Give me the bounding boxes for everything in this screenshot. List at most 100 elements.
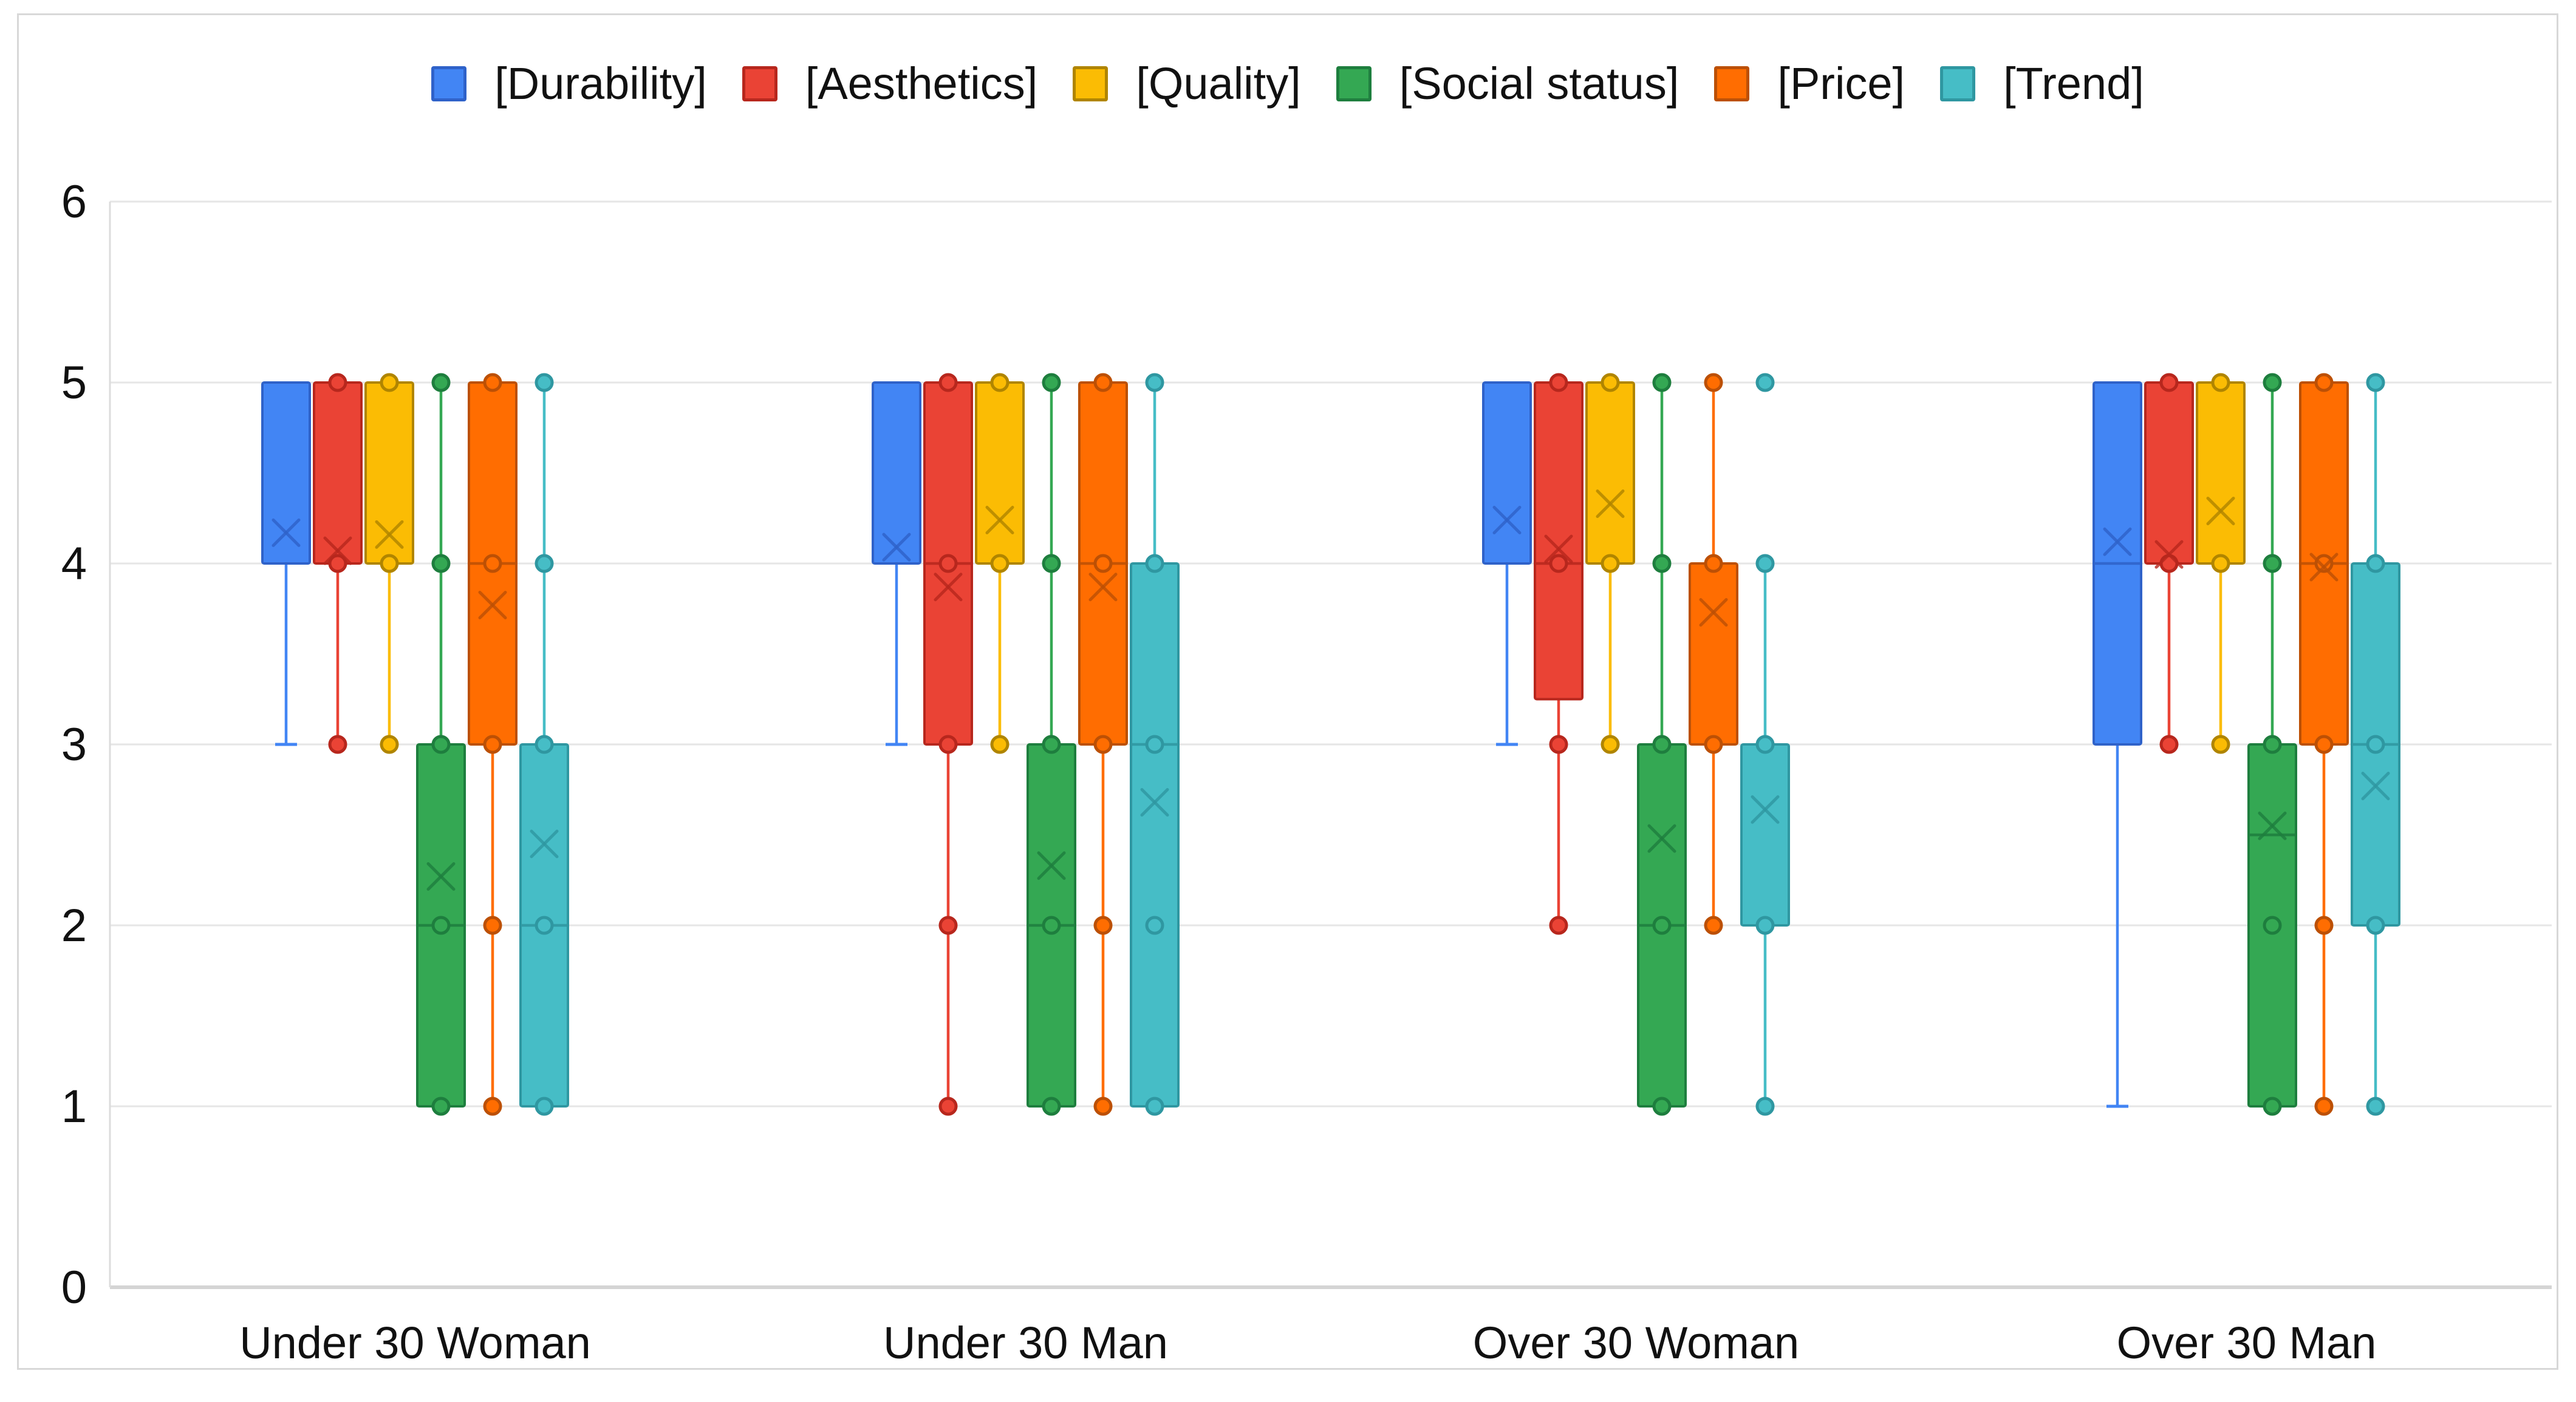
quality-under-30-woman-point-4 bbox=[380, 554, 399, 573]
social-status-over-30-man-point-2 bbox=[2263, 916, 2282, 935]
x-category-label-over-30-man: Over 30 Man bbox=[2117, 1318, 2377, 1368]
price-under-30-man-point-2 bbox=[1093, 916, 1113, 935]
quality-over-30-man-mean-marker bbox=[2206, 497, 2235, 526]
aesthetics-over-30-man-mean-marker bbox=[2154, 540, 2184, 569]
price-over-30-woman-mean-marker bbox=[1699, 597, 1728, 627]
social-status-over-30-woman-point-3 bbox=[1652, 735, 1672, 754]
price-under-30-woman-point-5 bbox=[483, 373, 502, 392]
quality-over-30-woman-point-5 bbox=[1601, 373, 1620, 392]
boxplot-canvas: 0 1 2 3 4 5 6 Under 30 Woman Under 30 Man Over 30… bbox=[61, 176, 2552, 1368]
y-axis-tick-label-5: 5 bbox=[61, 357, 87, 409]
aesthetics-over-30-woman-box bbox=[1534, 381, 1584, 701]
trend-over-30-woman-point-4 bbox=[1755, 554, 1775, 573]
social-status-over-30-man-point-5 bbox=[2263, 373, 2282, 392]
durability-under-30-woman-mean-marker bbox=[272, 518, 301, 547]
trend-over-30-man-point-1 bbox=[2366, 1097, 2385, 1116]
quality-over-30-woman-point-3 bbox=[1601, 735, 1620, 754]
trend-over-30-man-point-5 bbox=[2366, 373, 2385, 392]
quality-over-30-man-box bbox=[2196, 381, 2246, 565]
aesthetics-under-30-woman-mean-marker bbox=[323, 536, 352, 565]
y-axis-tick-label-1: 1 bbox=[61, 1081, 87, 1132]
legend-item-trend: [Trend] bbox=[1940, 58, 2144, 109]
social-status-under-30-man-point-3 bbox=[1042, 735, 1061, 754]
price-under-30-woman-point-4 bbox=[483, 554, 502, 573]
quality-under-30-woman-mean-marker bbox=[375, 520, 404, 549]
aesthetics-over-30-woman-point-5 bbox=[1549, 373, 1568, 392]
price-over-30-woman-point-5 bbox=[1704, 373, 1723, 392]
price-over-30-woman-point-4 bbox=[1704, 554, 1723, 573]
aesthetics-under-30-man-point-4 bbox=[938, 554, 958, 573]
y-axis-tick-label-3: 3 bbox=[61, 719, 87, 771]
trend-over-30-man-point-4 bbox=[2366, 554, 2385, 573]
quality-over-30-woman-mean-marker bbox=[1596, 489, 1625, 519]
quality-over-30-man-point-3 bbox=[2211, 735, 2230, 754]
legend-label-trend: [Trend] bbox=[2003, 58, 2144, 109]
price-under-30-woman-point-1 bbox=[483, 1097, 502, 1116]
legend-swatch-aesthetics-icon bbox=[742, 66, 777, 101]
price-over-30-woman-point-2 bbox=[1704, 916, 1723, 935]
aesthetics-over-30-man-box bbox=[2144, 381, 2194, 565]
price-under-30-man-mean-marker bbox=[1088, 573, 1118, 602]
trend-under-30-woman-point-4 bbox=[535, 554, 554, 573]
trend-under-30-man-mean-marker bbox=[1140, 788, 1169, 817]
price-over-30-man-point-2 bbox=[2314, 916, 2334, 935]
quality-under-30-woman-point-3 bbox=[380, 735, 399, 754]
social-status-over-30-woman-point-4 bbox=[1652, 554, 1672, 573]
price-over-30-woman-box bbox=[1689, 562, 1738, 746]
price-under-30-man-point-4 bbox=[1093, 554, 1113, 573]
social-status-under-30-woman-point-3 bbox=[431, 735, 451, 754]
social-status-under-30-woman-point-5 bbox=[431, 373, 451, 392]
social-status-under-30-man-point-1 bbox=[1042, 1097, 1061, 1116]
quality-under-30-man-point-4 bbox=[990, 554, 1010, 573]
price-over-30-man-mean-marker bbox=[2309, 553, 2339, 582]
trend-under-30-man-point-5 bbox=[1145, 373, 1164, 392]
social-status-over-30-woman-point-1 bbox=[1652, 1097, 1672, 1116]
aesthetics-under-30-man-point-2 bbox=[938, 916, 958, 935]
aesthetics-over-30-woman-mean-marker bbox=[1544, 534, 1573, 563]
durability-under-30-man-mean-marker bbox=[882, 533, 911, 562]
quality-over-30-woman-box bbox=[1585, 381, 1635, 565]
trend-over-30-woman-point-5 bbox=[1755, 373, 1775, 392]
price-over-30-man-point-1 bbox=[2314, 1097, 2334, 1116]
durability-over-30-woman-box bbox=[1482, 381, 1532, 565]
legend-label-social-status: [Social status] bbox=[1399, 58, 1679, 109]
aesthetics-over-30-woman-point-3 bbox=[1549, 735, 1568, 754]
x-category-label-under-30-man: Under 30 Man bbox=[883, 1318, 1168, 1368]
legend-swatch-price-icon bbox=[1714, 66, 1750, 101]
trend-under-30-man-box bbox=[1130, 562, 1180, 1108]
social-status-over-30-man-point-3 bbox=[2263, 735, 2282, 754]
quality-under-30-man-point-5 bbox=[990, 373, 1010, 392]
durability-under-30-woman-box bbox=[261, 381, 311, 565]
aesthetics-under-30-man-point-1 bbox=[938, 1097, 958, 1116]
trend-under-30-woman-point-5 bbox=[535, 373, 554, 392]
aesthetics-under-30-woman-point-4 bbox=[328, 554, 347, 573]
trend-under-30-man-point-1 bbox=[1145, 1097, 1164, 1116]
x-category-label-under-30-woman: Under 30 Woman bbox=[239, 1318, 591, 1368]
legend-swatch-social-status-icon bbox=[1336, 66, 1372, 101]
trend-under-30-woman-point-3 bbox=[535, 735, 554, 754]
price-over-30-woman-point-3 bbox=[1704, 735, 1723, 754]
trend-over-30-woman-point-2 bbox=[1755, 916, 1775, 935]
trend-under-30-woman-mean-marker bbox=[530, 829, 559, 859]
legend-label-aesthetics: [Aesthetics] bbox=[805, 58, 1038, 109]
legend-swatch-trend-icon bbox=[1940, 66, 1976, 101]
y-axis-tick-label-0: 0 bbox=[61, 1262, 87, 1313]
durability-over-30-woman-mean-marker bbox=[1492, 505, 1522, 534]
legend-swatch-quality-icon bbox=[1073, 66, 1109, 101]
social-status-under-30-woman-point-1 bbox=[431, 1097, 451, 1116]
trend-over-30-man-point-3 bbox=[2366, 735, 2385, 754]
aesthetics-over-30-woman-point-2 bbox=[1549, 916, 1568, 935]
legend-item-aesthetics: [Aesthetics] bbox=[742, 58, 1038, 109]
social-status-over-30-man-point-4 bbox=[2263, 554, 2282, 573]
x-category-label-over-30-woman: Over 30 Woman bbox=[1473, 1318, 1799, 1368]
price-over-30-man-point-4 bbox=[2314, 554, 2334, 573]
y-axis-tick-label-4: 4 bbox=[61, 538, 87, 590]
price-over-30-man-point-5 bbox=[2314, 373, 2334, 392]
legend-label-durability: [Durability] bbox=[494, 58, 707, 109]
durability-under-30-man-box bbox=[872, 381, 921, 565]
social-status-under-30-man-point-5 bbox=[1042, 373, 1061, 392]
legend-swatch-durability-icon bbox=[431, 66, 467, 101]
price-under-30-man-point-5 bbox=[1093, 373, 1113, 392]
durability-over-30-man-mean-marker bbox=[2103, 527, 2132, 556]
social-status-under-30-man-point-4 bbox=[1042, 554, 1061, 573]
